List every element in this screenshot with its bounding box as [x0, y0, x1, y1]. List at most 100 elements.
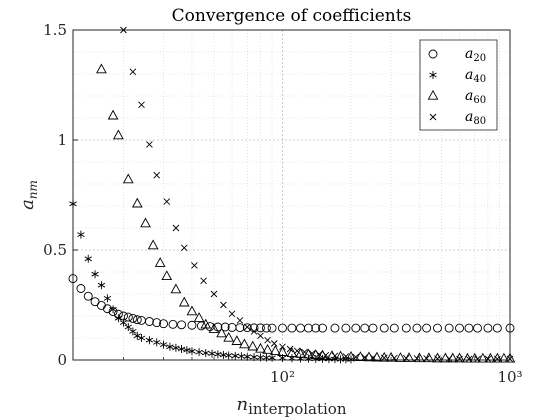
- data-point: [161, 270, 173, 281]
- data-point: [177, 320, 186, 330]
- x-axis-label-group: ninterpolation: [236, 394, 346, 418]
- data-point: [114, 314, 123, 323]
- data-point: [122, 173, 134, 184]
- data-point: [140, 217, 151, 228]
- data-point: [322, 351, 330, 359]
- data-point: [279, 343, 286, 351]
- data-point: [287, 323, 297, 333]
- data-point: [163, 198, 171, 205]
- data-point: [154, 257, 166, 267]
- data-point: [506, 355, 514, 363]
- data-point: [454, 352, 465, 363]
- data-point: [68, 274, 78, 284]
- data-point: [378, 351, 390, 362]
- data-point: [269, 345, 281, 355]
- data-point: [202, 348, 210, 357]
- data-point: [311, 323, 321, 333]
- data-point: [256, 353, 265, 362]
- data-point: [413, 355, 421, 362]
- data-point: [153, 338, 161, 347]
- x-axis-label: ninterpolation: [236, 394, 346, 418]
- legend-item: a40: [429, 67, 486, 85]
- data-point: [414, 352, 425, 363]
- data-point: [243, 352, 251, 361]
- data-point: [247, 340, 259, 351]
- data-point: [91, 270, 99, 279]
- data-point: [144, 317, 154, 326]
- legend-label: a40: [465, 67, 486, 85]
- data-point: [187, 320, 197, 330]
- data-point: [168, 319, 178, 329]
- data-point: [492, 323, 502, 333]
- data-point: [231, 351, 239, 360]
- data-point: [196, 321, 206, 331]
- data-point: [422, 323, 432, 333]
- data-point: [395, 352, 406, 362]
- data-point: [331, 352, 339, 360]
- data-point: [239, 338, 250, 349]
- data-point: [492, 352, 503, 363]
- data-point: [288, 354, 296, 363]
- data-point: [504, 352, 516, 363]
- data-point: [484, 355, 492, 363]
- data-point: [342, 353, 350, 360]
- data-point: [146, 141, 153, 148]
- data-point: [220, 301, 227, 309]
- data-point: [308, 350, 316, 357]
- data-point: [228, 310, 236, 318]
- data-point: [132, 315, 142, 325]
- data-point: [109, 305, 117, 314]
- data-point: [345, 351, 357, 361]
- data-point: [355, 351, 366, 362]
- data-point: [159, 319, 168, 329]
- data-point: [293, 347, 301, 355]
- x-tick-label: 10³: [497, 368, 522, 386]
- data-point: [137, 334, 146, 342]
- y-axis-label: anm: [17, 180, 40, 210]
- y-tick-label: 1: [57, 131, 67, 149]
- data-point: [444, 323, 454, 333]
- data-point: [96, 300, 106, 310]
- data-point: [351, 323, 361, 333]
- data-point: [296, 323, 305, 333]
- data-point: [268, 353, 276, 362]
- y-tick-label: 0.5: [43, 241, 67, 259]
- data-point: [186, 305, 198, 316]
- data-point: [270, 340, 278, 347]
- series-a80: [120, 26, 514, 363]
- chart-title: Convergence of coefficients: [172, 6, 412, 26]
- data-point: [434, 355, 441, 362]
- data-point: [402, 354, 410, 362]
- data-point: [423, 355, 430, 362]
- data-point: [138, 101, 145, 109]
- data-point: [83, 291, 93, 301]
- grid: [73, 30, 510, 360]
- data-point: [255, 342, 266, 353]
- data-point: [243, 323, 251, 331]
- data-point: [208, 349, 216, 358]
- data-point: [120, 26, 127, 34]
- legend-marker: [429, 113, 437, 121]
- data-point: [379, 323, 389, 333]
- data-point: [195, 348, 203, 357]
- data-point: [166, 342, 174, 351]
- data-point: [145, 336, 154, 345]
- data-point: [433, 323, 442, 333]
- data-point: [159, 340, 168, 349]
- data-point: [216, 327, 227, 338]
- data-point: [170, 283, 182, 294]
- data-point: [107, 109, 119, 120]
- data-point: [485, 352, 496, 363]
- data-point: [84, 254, 92, 263]
- legend-item: a80: [429, 109, 486, 127]
- data-point: [193, 312, 205, 322]
- data-point: [455, 323, 464, 333]
- data-point: [250, 353, 258, 362]
- legend-label: a60: [465, 88, 486, 106]
- data-point: [97, 281, 106, 290]
- data-point: [231, 335, 243, 345]
- series-layer: [68, 26, 516, 364]
- series-a60: [96, 63, 516, 363]
- data-point: [96, 63, 107, 74]
